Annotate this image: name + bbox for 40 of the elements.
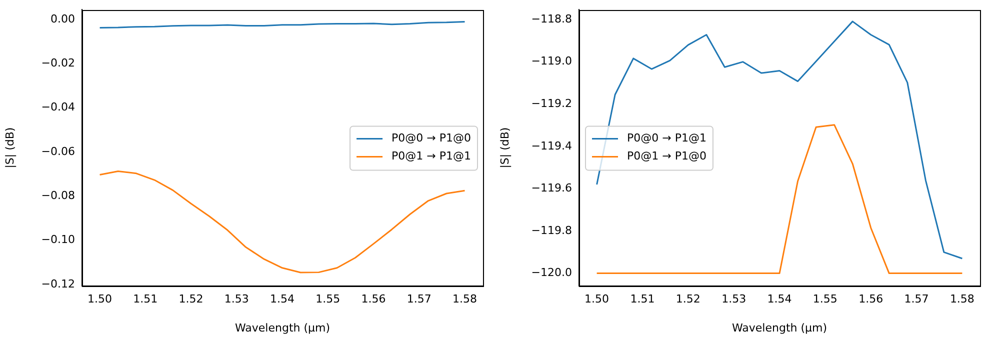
y-tick-label: −118.8 xyxy=(531,12,572,26)
y-tick-label: −0.06 xyxy=(41,144,75,158)
y-tick-label: −0.08 xyxy=(41,189,75,202)
x-axis-title: Wavelength (µm) xyxy=(732,321,828,334)
y-tick-label: −119.4 xyxy=(531,139,572,152)
x-tick-label: 1.58 xyxy=(950,292,974,306)
x-tick-label: 1.54 xyxy=(767,292,792,306)
x-tick-label: 1.51 xyxy=(630,292,655,306)
y-tick-label: −119.0 xyxy=(531,54,572,68)
y-tick-label: −0.02 xyxy=(41,56,75,70)
y-tick-label: −119.6 xyxy=(531,182,572,195)
x-axis-title: Wavelength (µm) xyxy=(234,321,330,334)
x-tick-label: 1.53 xyxy=(722,292,746,306)
x-tick-label: 1.50 xyxy=(584,292,610,306)
x-tick-label: 1.55 xyxy=(316,292,340,306)
legend-label: P0@1 → P1@1 xyxy=(392,150,472,163)
y-tick-label: −120.0 xyxy=(531,266,572,280)
x-tick-label: 1.52 xyxy=(676,292,700,306)
x-tick-label: 1.53 xyxy=(224,292,249,306)
x-tick-label: 1.56 xyxy=(361,292,386,306)
y-tick-label: −119.8 xyxy=(531,224,572,237)
x-tick-label: 1.58 xyxy=(452,292,477,306)
legend-label: P0@1 → P1@0 xyxy=(627,150,706,163)
y-tick-label: −0.10 xyxy=(41,233,75,246)
y-tick-label: 0.00 xyxy=(50,12,75,26)
x-tick-label: 1.55 xyxy=(812,292,838,306)
x-tick-label: 1.54 xyxy=(270,292,295,306)
legend-label: P0@0 → P1@0 xyxy=(392,132,472,145)
x-tick-label: 1.57 xyxy=(406,292,432,306)
x-tick-label: 1.56 xyxy=(858,292,884,306)
x-tick-label: 1.52 xyxy=(178,292,204,306)
y-tick-label: −119.2 xyxy=(531,96,572,110)
x-tick-label: 1.50 xyxy=(88,292,112,306)
x-tick-label: 1.51 xyxy=(133,292,158,306)
x-tick-label: 1.57 xyxy=(904,292,929,306)
y-tick-label: −0.04 xyxy=(41,100,75,114)
y-axis-title: |S| (dB) xyxy=(3,127,16,168)
legend-label: P0@0 → P1@1 xyxy=(627,132,706,145)
y-tick-label: −0.12 xyxy=(41,277,75,290)
y-axis-title: |S| (dB) xyxy=(498,127,512,168)
